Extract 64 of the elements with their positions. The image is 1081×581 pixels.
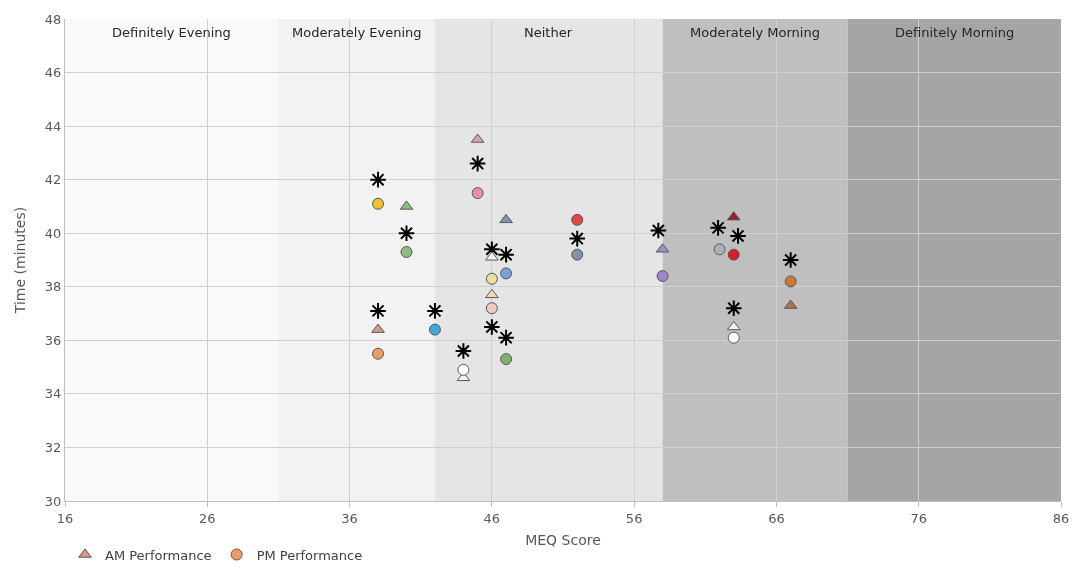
point (371, 323, 385, 333)
band-label: Neither (524, 25, 573, 40)
x-tick-label: 86 (1052, 510, 1070, 526)
point (369, 302, 387, 320)
band-label: Definitely Morning (895, 25, 1015, 40)
point (727, 248, 740, 261)
point (571, 213, 584, 226)
point (454, 342, 473, 360)
point (400, 245, 413, 258)
x-tick-label: 66 (768, 510, 785, 526)
legend-label: PM Performance (256, 547, 363, 563)
point (499, 213, 513, 224)
x-tick-label: 16 (56, 510, 74, 526)
point (571, 248, 584, 261)
point (726, 320, 741, 331)
y-axis-title: Time (minutes) (12, 206, 29, 315)
point (483, 318, 501, 336)
point (784, 275, 797, 288)
point (369, 170, 387, 189)
point (781, 251, 800, 269)
point (568, 229, 587, 248)
point (471, 187, 484, 200)
point (485, 302, 498, 315)
x-tick-label: 56 (625, 510, 643, 526)
point (468, 154, 487, 173)
y-tick-label: 42 (44, 172, 62, 188)
y-tick-label: 46 (44, 65, 62, 81)
point (649, 221, 668, 240)
point (656, 270, 669, 283)
y-tick-label: 36 (44, 332, 62, 348)
y-tick-label: 48 (44, 11, 62, 27)
y-tick-label: 40 (44, 225, 62, 241)
legend-label: AM Performance (105, 547, 212, 563)
band-label: Definitely Evening (112, 25, 231, 40)
point (727, 331, 740, 344)
point (457, 363, 470, 376)
point (397, 224, 416, 243)
x-tick-label: 36 (341, 510, 358, 526)
y-tick-label: 44 (44, 118, 62, 134)
y-tick-label: 30 (44, 493, 62, 509)
point (372, 197, 385, 210)
point (709, 219, 727, 237)
point (497, 328, 515, 347)
band-label: Moderately Evening (292, 25, 422, 40)
point (724, 299, 743, 317)
x-tick-label: 76 (910, 510, 927, 526)
point (500, 267, 513, 280)
x-tick-label: 26 (199, 510, 216, 526)
point (426, 302, 444, 320)
x-axis-title: MEQ Score (525, 531, 601, 548)
x-tick-label: 46 (483, 510, 501, 526)
point (372, 347, 385, 360)
y-tick-label: 32 (44, 439, 62, 455)
band-label: Moderately Morning (690, 25, 820, 40)
point (729, 227, 747, 245)
y-tick-label: 38 (44, 279, 62, 295)
y-tick-label: 34 (44, 386, 62, 402)
point (713, 243, 726, 256)
point (485, 272, 498, 285)
point (485, 288, 499, 299)
point (485, 251, 499, 261)
point (497, 245, 515, 264)
point (500, 353, 513, 366)
point (428, 323, 441, 336)
